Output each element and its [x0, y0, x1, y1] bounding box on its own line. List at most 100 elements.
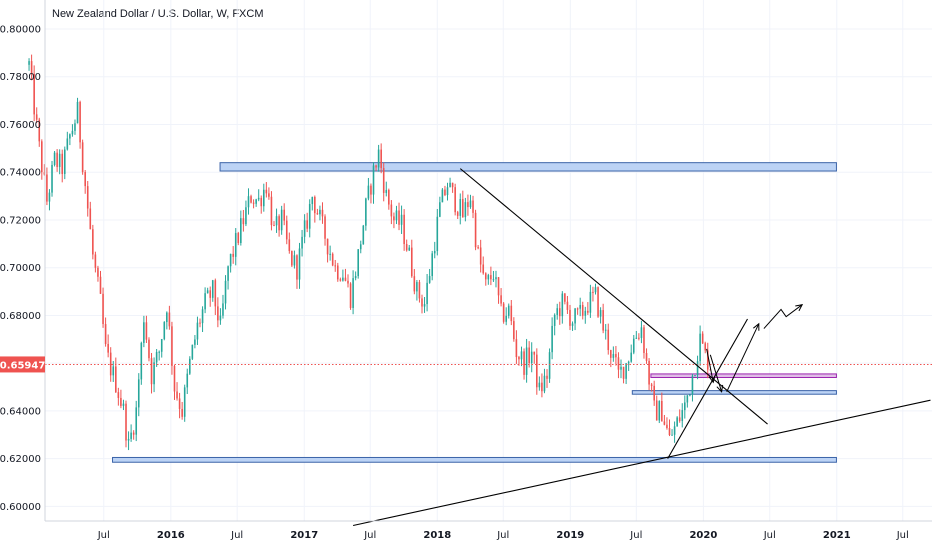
- candle-body: [298, 248, 301, 280]
- support-resistance-zone: [112, 456, 837, 463]
- candle-body: [536, 354, 538, 388]
- arrow-head: [753, 322, 760, 331]
- candle-body: [541, 382, 543, 392]
- candle-body: [551, 325, 553, 353]
- candle-body: [385, 189, 388, 193]
- candle-body: [206, 290, 209, 294]
- chart-title: New Zealand Dollar / U.S. Dollar, W, FXC…: [52, 8, 264, 20]
- candle-body: [701, 333, 704, 344]
- candle-body: [168, 312, 171, 327]
- candle-body: [650, 384, 653, 386]
- candle-body: [666, 424, 668, 429]
- candle-body: [191, 344, 194, 359]
- candle-body: [132, 432, 135, 435]
- candle-body: [377, 149, 380, 168]
- x-tick-label: Jul: [97, 530, 110, 541]
- y-tick-label: 0.72000: [0, 215, 41, 226]
- support-resistance-zone: [219, 162, 837, 172]
- x-tick-label: Jul: [629, 530, 642, 541]
- candle-body: [321, 209, 324, 217]
- candle-body: [326, 238, 329, 255]
- forecast-arrow: [709, 354, 723, 392]
- candle-body: [622, 366, 625, 379]
- candle-body: [135, 407, 138, 435]
- trend-line: [459, 168, 768, 425]
- candle-body: [288, 239, 291, 251]
- candle-body: [183, 387, 186, 417]
- candle-body: [46, 174, 48, 202]
- candle-body: [661, 400, 663, 422]
- candle-body: [587, 310, 589, 313]
- candle-body: [117, 392, 120, 398]
- candle-body: [487, 275, 490, 280]
- candle-body: [224, 280, 227, 304]
- candle-body: [405, 244, 408, 251]
- candle-body: [648, 360, 650, 385]
- candle-body: [640, 327, 643, 338]
- support-resistance-zone: [631, 390, 837, 395]
- candle-body: [122, 403, 125, 406]
- candle-body: [306, 220, 308, 229]
- candle-body: [553, 314, 556, 326]
- candle-body: [35, 114, 38, 120]
- candle-body: [188, 358, 191, 374]
- y-tick-label: 0.74000: [0, 168, 41, 179]
- candle-body: [109, 352, 112, 376]
- candle-body: [604, 329, 607, 331]
- x-tick-label: 2020: [689, 530, 717, 541]
- candle-body: [658, 400, 661, 421]
- candle-body: [388, 189, 390, 205]
- candle-body: [86, 186, 89, 209]
- candle-body: [155, 352, 158, 363]
- candle-body: [166, 312, 168, 323]
- candle-body: [153, 362, 155, 385]
- candle-body: [449, 182, 451, 188]
- candle-body: [181, 408, 183, 417]
- candle-body: [148, 339, 150, 359]
- candle-body: [663, 421, 666, 425]
- candle-body: [74, 123, 76, 131]
- candle-body: [497, 277, 500, 296]
- candle-body: [79, 101, 81, 143]
- candle-body: [265, 189, 268, 194]
- candle-body: [589, 291, 592, 313]
- candle-body: [163, 322, 166, 340]
- candle-body: [564, 293, 566, 302]
- candle-body: [293, 255, 296, 266]
- candle-body: [599, 310, 602, 317]
- candle-body: [171, 326, 173, 366]
- candle-body: [311, 196, 314, 205]
- candle-body: [495, 277, 497, 280]
- candle-body: [398, 210, 400, 225]
- candle-body: [66, 138, 69, 150]
- candle-body: [456, 212, 459, 216]
- candle-body: [285, 220, 288, 240]
- candle-body: [342, 277, 344, 281]
- candle-body: [474, 212, 477, 248]
- candle-body: [107, 343, 109, 353]
- x-tick-label: Jul: [230, 530, 243, 541]
- candle-body: [120, 397, 122, 406]
- candle-body: [691, 375, 694, 395]
- candle-body: [314, 196, 316, 214]
- candle-body: [125, 403, 127, 441]
- candle-body: [528, 347, 530, 364]
- candle-body: [58, 153, 61, 168]
- candle-body: [518, 357, 520, 360]
- x-tick-label: 2019: [556, 530, 584, 541]
- candle-body: [699, 333, 701, 362]
- candle-body: [56, 152, 58, 168]
- candle-body: [684, 402, 686, 411]
- candle-body: [431, 253, 433, 277]
- candle-body: [370, 185, 372, 195]
- candle-body: [43, 172, 46, 175]
- candle-body: [357, 249, 360, 277]
- candle-body: [607, 329, 610, 351]
- trend-line: [352, 399, 931, 527]
- y-tick-label: 0.64000: [0, 406, 41, 417]
- candle-body: [566, 301, 569, 310]
- candle-body: [510, 305, 513, 322]
- candle-body: [160, 339, 163, 352]
- candle-body: [275, 216, 278, 226]
